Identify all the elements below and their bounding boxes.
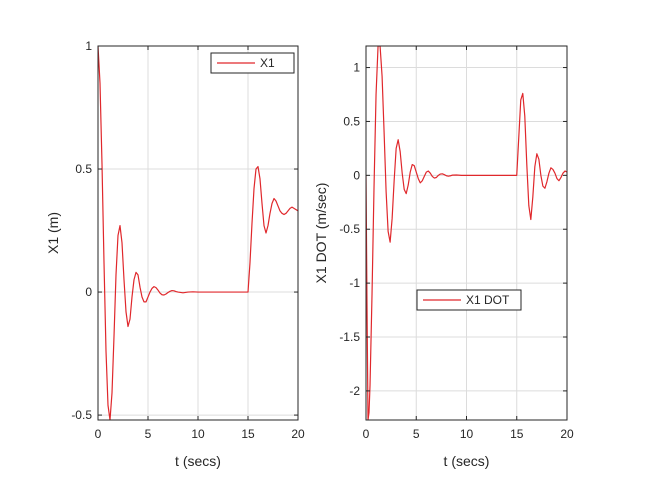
x1dot-xtick-label: 20	[560, 427, 574, 441]
x1dot-xlabel: t (secs)	[444, 453, 490, 469]
x1-series-line	[98, 46, 298, 420]
x1-xlabel: t (secs)	[175, 453, 221, 469]
x1dot-ylabel: X1 DOT (m/sec)	[313, 183, 329, 284]
x1dot-xtick-label: 5	[413, 427, 420, 441]
x1-ticks: 0 5 10 15 20-0.500.51	[71, 39, 305, 441]
x1dot-legend-label: X1 DOT	[466, 293, 510, 307]
x1dot-ytick-label: 0.5	[343, 114, 360, 128]
x1-ytick-label: 0	[85, 285, 92, 299]
x1dot-ytick-label: -1	[349, 276, 360, 290]
x1-line-layer	[98, 46, 298, 420]
x1dot-subplot: 0 5 10 15 20 -2 -1.5 -1 -0.5 0 0.5 1 X1 DOT t (secs…	[313, 45, 574, 469]
x1-subplot: 0 5 10 15 20-0.500.51 X1 t (secs) X1 (m)	[45, 39, 305, 469]
x1dot-xtick-label: 0	[363, 427, 370, 441]
x1dot-ytick-label: -0.5	[339, 222, 360, 236]
x1dot-xtick-label: 10	[460, 427, 474, 441]
x1-ytick-label: 1	[85, 39, 92, 53]
x1dot-legend-box	[416, 289, 522, 311]
x1dot-ytick-label: -1.5	[339, 330, 360, 344]
x1-ylabel: X1 (m)	[45, 212, 61, 254]
x1dot-ticks: 0 5 10 15 20 -2 -1.5 -1 -0.5 0 0.5 1	[339, 46, 574, 441]
x1-legend-label: X1	[260, 56, 275, 70]
x1-legend: X1	[210, 52, 295, 74]
x1-ytick-label: 0.5	[75, 162, 92, 176]
x1dot-legend: X1 DOT	[416, 289, 522, 311]
x1-xtick-label: 10	[191, 427, 205, 441]
x1dot-xtick-label: 15	[510, 427, 524, 441]
x1dot-ytick-label: -2	[349, 384, 360, 398]
x1-ytick-label: -0.5	[71, 408, 92, 422]
x1-xtick-label: 0	[95, 427, 102, 441]
x1-xtick-label: 20	[291, 427, 305, 441]
x1dot-series-line	[366, 46, 567, 420]
x1-xtick-label: 5	[145, 427, 152, 441]
x1dot-line-layer	[366, 46, 567, 420]
x1dot-ytick-label: 1	[353, 61, 360, 75]
x1dot-ytick-label: 0	[353, 168, 360, 182]
x1-xtick-label: 15	[241, 427, 255, 441]
